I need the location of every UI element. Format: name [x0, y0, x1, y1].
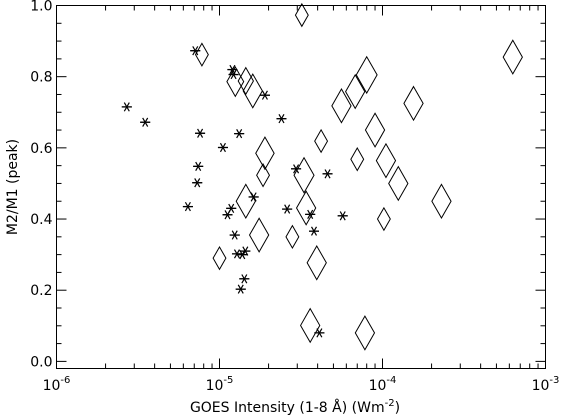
- x-tick-label-exponent: -6: [60, 375, 70, 386]
- y-tick-label: 0.2: [30, 283, 52, 299]
- diamond-point: [345, 73, 366, 110]
- asterisk-point: [291, 164, 302, 174]
- x-tick-label-base: 10: [206, 378, 224, 394]
- x-axis-label-exponent: -2: [385, 398, 395, 409]
- x-tick-label: 10-3: [532, 375, 560, 394]
- data-markers: [121, 2, 523, 351]
- asterisk-point: [190, 46, 201, 56]
- diamond-point: [403, 85, 424, 122]
- asterisk-point: [305, 209, 316, 220]
- x-axis-label-suffix: ): [395, 400, 400, 416]
- x-tick-label: 10-6: [43, 375, 71, 394]
- asterisk-point: [226, 203, 237, 213]
- asterisk-point: [227, 64, 238, 75]
- asterisk-point: [222, 210, 233, 220]
- asterisk-point: [192, 178, 203, 188]
- asterisk-point: [322, 169, 333, 179]
- asterisk-point: [140, 117, 151, 127]
- diamond-point: [300, 307, 321, 344]
- diamond-point: [431, 183, 452, 220]
- diamond-point: [388, 165, 409, 202]
- asterisk-point: [229, 230, 240, 240]
- diamond-point: [235, 183, 256, 220]
- diamond-point: [354, 315, 376, 351]
- asterisk-point: [182, 201, 193, 212]
- asterisk-point: [231, 249, 242, 259]
- diamond-point: [331, 88, 352, 124]
- diamond-point: [256, 163, 271, 188]
- diamond-point: [293, 156, 315, 194]
- diamond-point: [285, 224, 300, 250]
- diamond-point: [306, 244, 327, 281]
- asterisk-point: [228, 69, 239, 80]
- asterisk-point: [195, 128, 206, 138]
- x-tick-label-base: 10: [532, 378, 550, 394]
- asterisk-point: [282, 204, 293, 214]
- axis-ticks: 10-6 10-5 10-4 10-30.00.20.40.60.81.0: [30, 0, 559, 394]
- x-tick-label-exponent: -3: [549, 375, 559, 386]
- diamond-point: [237, 66, 254, 96]
- y-tick-label: 0.6: [30, 141, 52, 157]
- diamond-point: [242, 73, 263, 109]
- diamond-point: [294, 2, 309, 28]
- y-axis-label: M2/M1 (peak): [5, 139, 21, 235]
- diamond-point: [376, 206, 391, 232]
- diamond-point: [314, 128, 329, 154]
- y-tick-label: 0.4: [30, 212, 52, 228]
- asterisk-point: [193, 161, 204, 171]
- x-tick-label-base: 10: [43, 378, 61, 394]
- x-tick-label-exponent: -4: [386, 375, 396, 386]
- asterisk-point: [234, 128, 245, 139]
- diamond-point: [295, 190, 317, 226]
- diamond-point: [248, 217, 270, 253]
- diamond-point: [194, 42, 209, 67]
- asterisk-point: [259, 90, 270, 100]
- diamond-point: [350, 147, 365, 172]
- x-tick-label-exponent: -5: [223, 375, 233, 386]
- y-tick-label: 0.0: [30, 354, 52, 370]
- x-tick-label-base: 10: [369, 378, 387, 394]
- asterisk-point: [248, 192, 259, 202]
- asterisk-point: [240, 246, 251, 256]
- x-tick-label: 10-5: [206, 375, 234, 394]
- y-tick-label: 0.8: [30, 70, 52, 86]
- diamond-point: [212, 245, 227, 271]
- diamond-point: [502, 39, 523, 75]
- asterisk-point: [309, 226, 320, 236]
- diamond-point: [355, 55, 378, 95]
- x-tick-label: 10-4: [369, 375, 397, 394]
- y-tick-label: 1.0: [30, 0, 52, 15]
- asterisk-point: [239, 274, 250, 284]
- diamond-point: [255, 136, 275, 171]
- asterisk-point: [337, 211, 348, 221]
- asterisk-point: [276, 114, 287, 124]
- x-axis-label-main: GOES Intensity (1-8 Å) (Wm: [190, 399, 385, 416]
- asterisk-point: [121, 102, 132, 112]
- asterisk-point: [217, 142, 228, 153]
- diamond-point: [364, 112, 386, 148]
- asterisk-point: [235, 284, 246, 294]
- diamond-point: [375, 142, 397, 179]
- asterisk-point: [237, 249, 248, 260]
- x-axis-label: GOES Intensity (1-8 Å) (Wm-2): [190, 398, 400, 416]
